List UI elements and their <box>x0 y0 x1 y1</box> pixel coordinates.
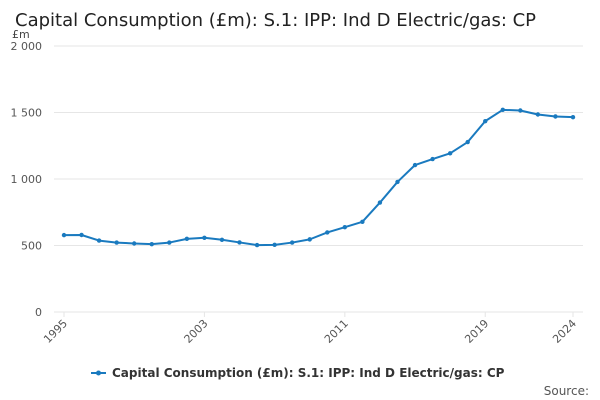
data-point-2008[interactable] <box>289 240 295 245</box>
data-point-1999[interactable] <box>132 241 137 246</box>
data-point-2011[interactable] <box>342 224 348 230</box>
data-point-2024[interactable] <box>570 114 576 120</box>
data-point-2004[interactable] <box>219 237 225 242</box>
legend-point-marker <box>96 370 101 376</box>
data-point-2013[interactable] <box>377 200 383 205</box>
data-point-1997[interactable] <box>96 238 102 243</box>
data-point-2023[interactable] <box>553 114 558 119</box>
y-tick-label-2000: 2 000 <box>11 40 43 53</box>
data-point-2016[interactable] <box>430 156 435 162</box>
y-tick-label-1500: 1 500 <box>11 107 43 120</box>
series-line-0 <box>63 108 574 247</box>
legend[interactable]: Capital Consumption (£m): S.1: IPP: Ind … <box>91 366 505 380</box>
data-point-2020[interactable] <box>500 107 505 113</box>
data-point-2002[interactable] <box>184 236 190 242</box>
data-point-1996[interactable] <box>79 232 84 238</box>
x-tick-label-2003: 2003 <box>182 317 211 346</box>
chart-title: Capital Consumption (£m): S.1: IPP: Ind … <box>15 10 536 31</box>
y-tick-label-500: 500 <box>21 240 42 253</box>
data-point-2000[interactable] <box>149 241 154 247</box>
data-point-2019[interactable] <box>483 118 488 124</box>
data-point-2003[interactable] <box>202 235 207 240</box>
data-point-2014[interactable] <box>395 179 400 185</box>
x-tick-label-2024: 2024 <box>550 317 579 346</box>
data-point-2007[interactable] <box>272 242 277 248</box>
data-point-2006[interactable] <box>254 242 260 248</box>
series-layer <box>61 107 576 248</box>
data-point-2012[interactable] <box>360 219 365 225</box>
y-axis-unit-label: £m <box>12 28 30 41</box>
data-point-2017[interactable] <box>447 151 453 156</box>
gridlines <box>54 45 583 313</box>
data-point-2018[interactable] <box>465 139 470 145</box>
data-point-2022[interactable] <box>535 112 541 117</box>
data-point-1998[interactable] <box>114 240 119 245</box>
data-point-2015[interactable] <box>412 162 418 168</box>
legend-label: Capital Consumption (£m): S.1: IPP: Ind … <box>112 366 505 380</box>
y-tick-label-1000: 1 000 <box>11 173 43 186</box>
x-tick-label-2011: 2011 <box>322 317 351 346</box>
y-axis-tick-labels: 0 500 1 000 1 500 2 000 <box>11 40 43 319</box>
data-point-2021[interactable] <box>518 108 523 113</box>
data-point-1995[interactable] <box>61 232 67 238</box>
y-tick-label-0: 0 <box>35 306 42 319</box>
x-tick-label-1995: 1995 <box>41 317 70 346</box>
x-tick-label-2019: 2019 <box>462 317 491 346</box>
data-point-2005[interactable] <box>237 240 242 245</box>
data-point-2001[interactable] <box>167 240 172 245</box>
source-label[interactable]: Source: <box>544 384 589 398</box>
data-point-2010[interactable] <box>325 230 330 235</box>
x-axis-tick-labels: 1995 2003 2011 2019 2024 <box>41 312 579 346</box>
data-point-2009[interactable] <box>307 237 312 242</box>
